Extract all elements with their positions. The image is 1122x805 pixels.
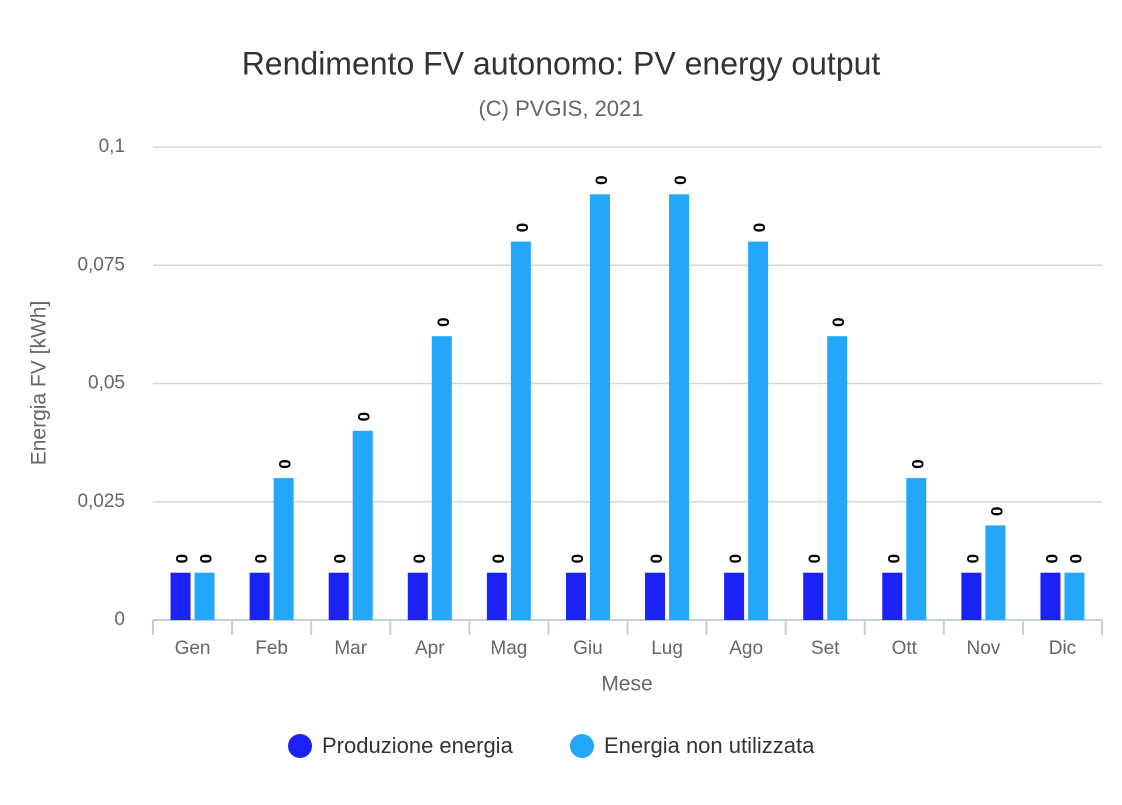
- data-label: 0: [512, 223, 531, 232]
- data-label: 0: [829, 317, 848, 326]
- y-tick-label: 0,1: [99, 136, 125, 157]
- bar: [273, 478, 294, 620]
- data-label: 0: [330, 554, 349, 563]
- x-tick-label: Giu: [573, 638, 603, 659]
- x-tick-label: Set: [811, 638, 840, 659]
- bar: [194, 572, 215, 620]
- data-label: 0: [750, 223, 769, 232]
- x-tick-label: Feb: [255, 638, 288, 659]
- data-label: 0: [884, 554, 903, 563]
- bar: [669, 194, 690, 621]
- data-label: 0: [567, 554, 586, 563]
- bar: [1040, 572, 1061, 620]
- y-tick-label: 0,075: [77, 254, 125, 275]
- bar: [249, 572, 270, 620]
- data-label: 0: [354, 412, 373, 421]
- data-label: 0: [805, 554, 824, 563]
- data-label: 0: [172, 554, 191, 563]
- x-tick-label: Mar: [334, 638, 367, 659]
- y-tick-label: 0,025: [77, 491, 125, 512]
- data-label: 0: [908, 459, 927, 468]
- bar: [510, 241, 531, 620]
- data-label: 0: [275, 459, 294, 468]
- y-tick-label: 0,05: [88, 373, 125, 394]
- data-label: 0: [196, 554, 215, 563]
- bar: [407, 572, 428, 620]
- bar: [431, 336, 452, 620]
- data-label: 0: [591, 176, 610, 185]
- x-tick-label: Ago: [729, 638, 763, 659]
- bar: [724, 572, 745, 620]
- x-tick-label: Lug: [651, 638, 683, 659]
- data-label: 0: [671, 176, 690, 185]
- legend-label: Energia non utilizzata: [604, 733, 815, 758]
- data-label: 0: [1066, 554, 1085, 563]
- data-label: 0: [488, 554, 507, 563]
- legend-marker: [570, 734, 594, 758]
- bar: [352, 430, 373, 620]
- data-label: 0: [251, 554, 270, 563]
- x-tick-label: Nov: [966, 638, 1000, 659]
- data-label: 0: [409, 554, 428, 563]
- bar: [985, 525, 1006, 620]
- chart-title: Rendimento FV autonomo: PV energy output: [242, 45, 881, 81]
- data-label: 0: [987, 507, 1006, 516]
- legend-marker: [288, 734, 312, 758]
- bar: [565, 572, 586, 620]
- bar: [882, 572, 903, 620]
- x-tick-label: Gen: [175, 638, 211, 659]
- bar: [803, 572, 824, 620]
- bar: [170, 572, 191, 620]
- data-label: 0: [963, 554, 982, 563]
- data-label: 0: [433, 317, 452, 326]
- bar: [748, 241, 769, 620]
- bar: [328, 572, 349, 620]
- data-label: 0: [726, 554, 745, 563]
- bar: [827, 336, 848, 620]
- bar: [906, 478, 927, 620]
- data-label: 0: [647, 554, 666, 563]
- chart-subtitle: (C) PVGIS, 2021: [478, 96, 643, 121]
- legend-label: Produzione energia: [322, 733, 514, 758]
- bar: [961, 572, 982, 620]
- bar: [1064, 572, 1085, 620]
- data-label: 0: [1042, 554, 1061, 563]
- bar: [589, 194, 610, 621]
- bar: [486, 572, 507, 620]
- y-tick-label: 0: [114, 609, 125, 630]
- bar: [645, 572, 666, 620]
- x-tick-label: Dic: [1049, 638, 1076, 659]
- x-tick-label: Ott: [892, 638, 918, 659]
- x-tick-label: Apr: [415, 638, 445, 659]
- x-tick-label: Mag: [490, 638, 527, 659]
- x-axis-title: Mese: [601, 673, 652, 696]
- y-axis-title: Energia FV [kWh]: [28, 301, 51, 466]
